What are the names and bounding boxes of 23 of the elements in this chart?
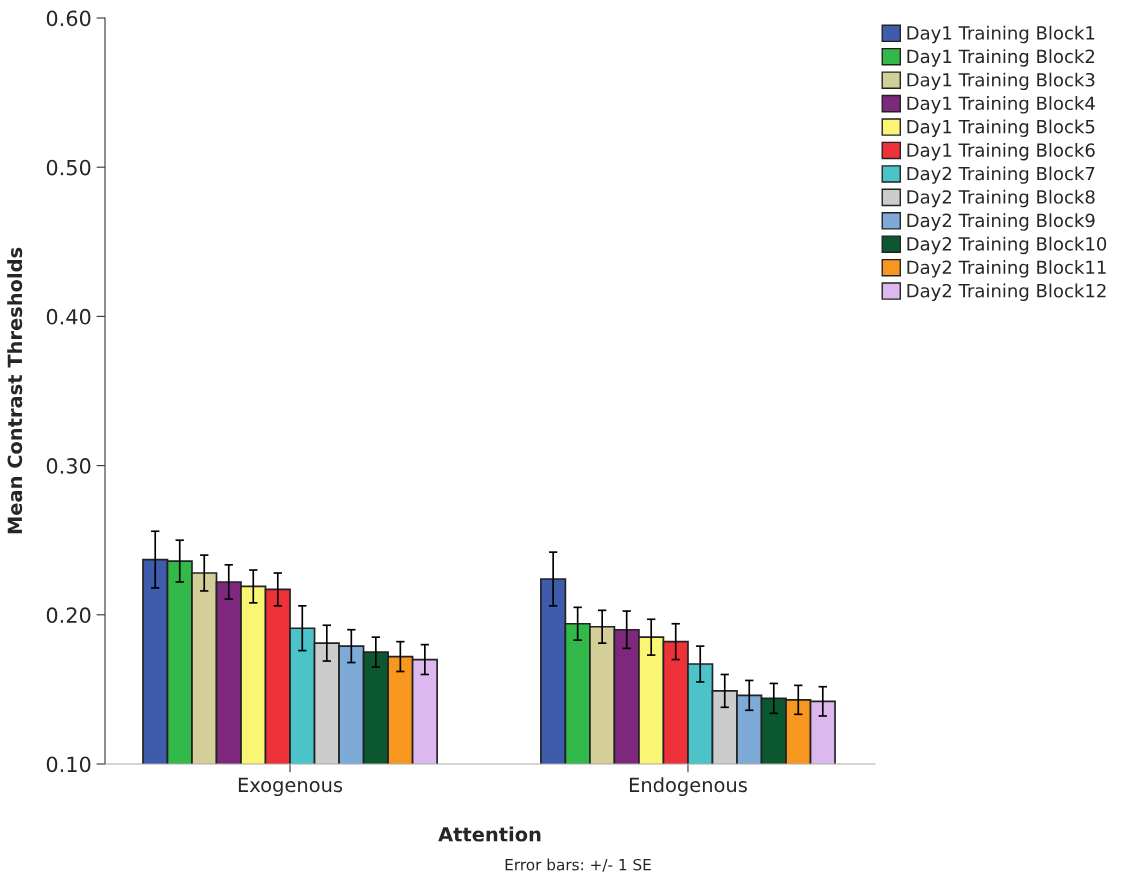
legend-label: Day2 Training Block12 [907, 283, 1106, 302]
legend-label: Day1 Training Block2 [907, 49, 1095, 67]
legend-label: Day2 Training Block10 [907, 236, 1107, 255]
legend-label: Day1 Training Block6 [907, 142, 1095, 161]
text: Error bars: +/- 1 SE [505, 858, 651, 872]
legend-label: Day2 Training Block8 [907, 189, 1095, 208]
y-tick-label: 0.30 [46, 458, 91, 474]
y-tick-label: 0.60 [46, 10, 91, 27]
legend-label: Day1 Training Block3 [907, 72, 1095, 91]
legend-label: Day2 Training Block9 [907, 213, 1095, 231]
legend-label: Day1 Training Block4 [907, 96, 1095, 114]
x-axis-title: Attention [438, 826, 541, 842]
y-tick-label: 0.20 [46, 607, 91, 624]
y-axis-title: Mean Contrast Thresholds [7, 247, 23, 534]
legend-label: Day2 Training Block7 [907, 166, 1095, 184]
legend-label: Day1 Training Block1 [907, 25, 1095, 44]
legend-label: Day1 Training Block5 [907, 119, 1095, 137]
x-tick-label: Exogenous [238, 777, 343, 797]
y-tick-label: 0.10 [46, 756, 91, 773]
x-tick-label: Endogenous [629, 777, 747, 797]
y-tick-label: 0.40 [46, 308, 91, 325]
y-tick-label: 0.50 [46, 159, 91, 176]
legend-label: Day2 Training Block11 [907, 260, 1106, 278]
